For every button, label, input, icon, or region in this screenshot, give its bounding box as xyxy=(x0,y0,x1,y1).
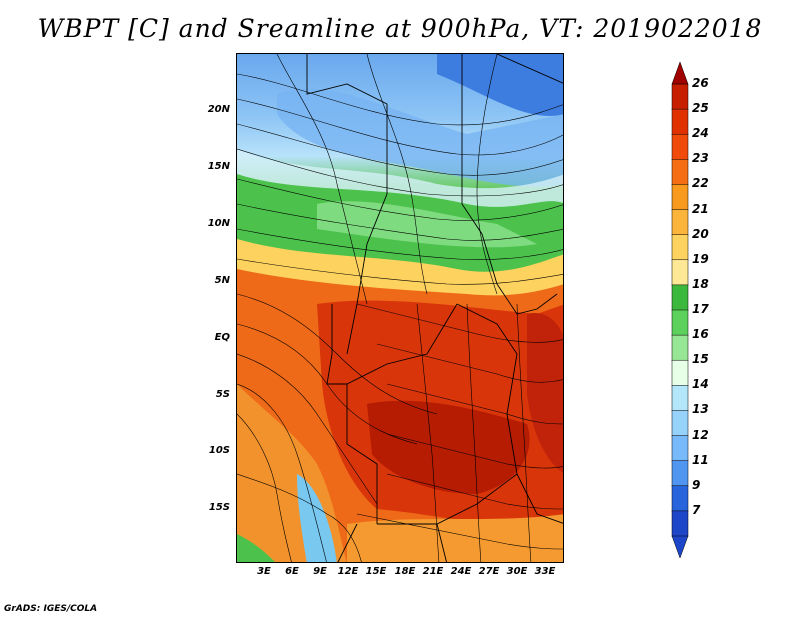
colorbar-label: 22 xyxy=(692,176,709,191)
colorbar-segment xyxy=(671,284,689,311)
colorbar-segment xyxy=(671,460,689,487)
colorbar-label: 24 xyxy=(692,126,709,141)
colorbar-label: 11 xyxy=(692,452,709,467)
lat-label: 5S xyxy=(215,389,230,400)
lat-label: 20N xyxy=(207,104,230,115)
colorbar-segment xyxy=(671,334,689,361)
yellow-band xyxy=(237,239,563,305)
lon-label: 3E xyxy=(257,566,271,577)
map-panel xyxy=(236,53,564,563)
colorbar-segment xyxy=(671,410,689,437)
lon-label: 24E xyxy=(450,566,472,577)
sw-green xyxy=(237,534,275,562)
colorbar-label: 17 xyxy=(692,302,709,316)
colorbar-label: 7 xyxy=(692,502,701,517)
lon-label: 9E xyxy=(313,566,327,577)
colorbar-segment xyxy=(671,485,689,512)
colorbar-label: 21 xyxy=(692,201,709,216)
lon-label: 21E xyxy=(422,566,444,577)
wbpt-field xyxy=(237,54,563,562)
colorbar-segment xyxy=(671,309,689,336)
colorbar-label: 20 xyxy=(692,226,709,241)
colorbar-segment xyxy=(671,184,689,211)
colorbar-label: 15 xyxy=(692,352,709,367)
colorbar-over-arrow xyxy=(671,62,689,85)
streamlines xyxy=(237,54,563,562)
colorbar-label: 18 xyxy=(692,276,709,291)
lon-label: 33E xyxy=(534,566,556,577)
lon-label: 12E xyxy=(337,566,359,577)
lat-label: 15S xyxy=(208,502,230,513)
colorbar-under-arrow xyxy=(671,535,689,558)
lat-label: 5N xyxy=(214,275,230,286)
colorbar-segment xyxy=(671,435,689,462)
lon-label: 27E xyxy=(478,566,500,577)
lon-label: 15E xyxy=(365,566,387,577)
lat-label: 10N xyxy=(207,218,230,229)
colorbar-segment xyxy=(671,133,689,161)
lon-label: 18E xyxy=(394,566,416,577)
colorbar-label: 19 xyxy=(692,251,709,266)
colorbar-segment xyxy=(671,385,689,412)
colorbar-segment xyxy=(671,209,689,236)
colorbar-segment xyxy=(671,510,689,537)
hottest-core xyxy=(367,400,530,494)
light-green-patch xyxy=(317,201,537,248)
lat-label: 15N xyxy=(207,161,230,172)
colorbar-segment xyxy=(671,83,689,110)
plot-title: WBPT [C] and Sreamline at 900hPa, VT: 20… xyxy=(37,14,763,43)
lat-label: 10S xyxy=(208,445,230,456)
cool-region xyxy=(277,88,563,187)
colorbar-label: 9 xyxy=(692,477,701,492)
credit-text: GrADS: IGES/COLA xyxy=(4,604,98,614)
colorbar-label: 14 xyxy=(692,377,709,392)
lat-label: EQ xyxy=(214,332,230,343)
colorbar-segment xyxy=(671,359,689,387)
colorbar-label: 23 xyxy=(692,151,709,166)
sw-cool-tongue xyxy=(297,474,337,562)
colorbar-segment xyxy=(671,259,689,286)
colorbar xyxy=(671,62,689,558)
lon-label: 30E xyxy=(506,566,528,577)
country-borders xyxy=(306,54,563,562)
colorbar-segment xyxy=(671,108,689,135)
colorbar-label: 25 xyxy=(692,101,709,116)
colorbar-label: 26 xyxy=(692,76,709,90)
colorbar-label: 13 xyxy=(692,402,709,417)
colorbar-segment xyxy=(671,159,689,186)
east-hot-core xyxy=(527,313,563,473)
south-warm xyxy=(347,514,563,562)
lon-label: 6E xyxy=(285,566,299,577)
colorbar-label: 12 xyxy=(692,427,709,442)
colorbar-segment xyxy=(671,234,689,261)
colorbar-label: 16 xyxy=(692,327,709,342)
